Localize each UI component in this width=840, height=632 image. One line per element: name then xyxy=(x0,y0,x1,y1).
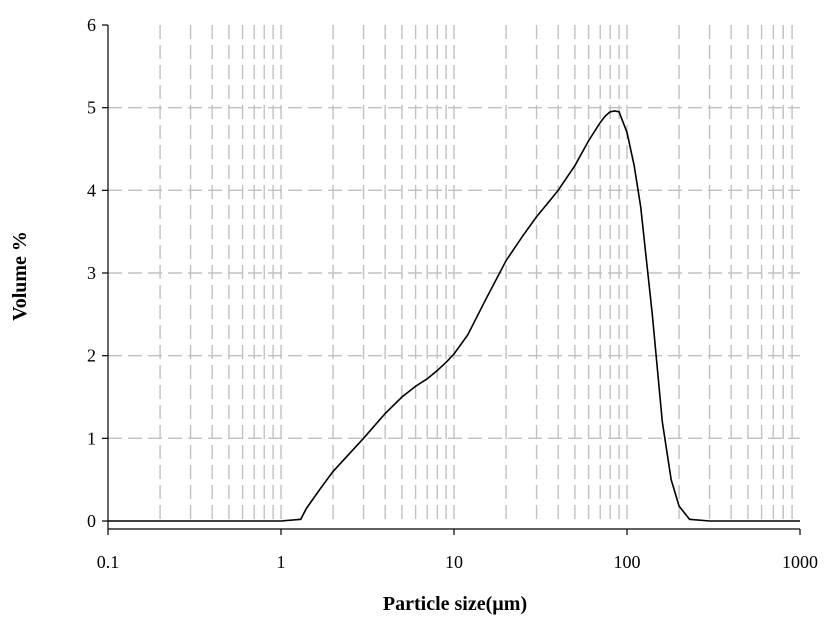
volume-distribution-line xyxy=(108,110,800,522)
x-tick-label: 1 xyxy=(277,552,286,572)
grid-layer xyxy=(108,25,800,521)
x-tick-label: 1000 xyxy=(782,552,818,572)
y-tick-label: 6 xyxy=(87,15,96,35)
x-tick-label: 10 xyxy=(445,552,463,572)
x-tick-label: 100 xyxy=(614,552,641,572)
labels-layer: Particle size(µm) Volume % xyxy=(9,231,527,615)
y-tick-label: 2 xyxy=(87,346,96,366)
x-axis-title: Particle size(µm) xyxy=(383,593,527,615)
y-tick-label: 0 xyxy=(87,511,96,531)
y-tick-label: 4 xyxy=(87,180,96,200)
y-tick-label: 1 xyxy=(87,428,96,448)
y-tick-label: 5 xyxy=(87,98,96,118)
axes-layer: 0.1 1 10 100 1000 0 1 2 3 4 5 6 xyxy=(87,15,818,572)
x-tick-label: 0.1 xyxy=(97,552,120,572)
series-layer xyxy=(108,110,800,522)
y-axis-title: Volume % xyxy=(9,231,31,321)
y-tick-label: 3 xyxy=(87,263,96,283)
